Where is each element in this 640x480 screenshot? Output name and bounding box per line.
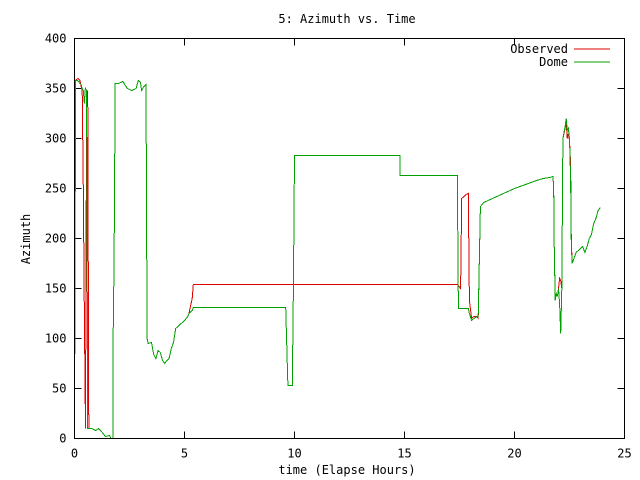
legend-label-dome: Dome (539, 55, 568, 69)
y-tick-label: 0 (59, 432, 66, 446)
series-layer (74, 77, 601, 439)
legend-label-observed: Observed (510, 42, 568, 56)
x-tick-label: 25 (617, 447, 631, 461)
plot-frame (74, 38, 625, 439)
x-tick-label: 15 (397, 447, 411, 461)
y-tick-label: 50 (52, 382, 66, 396)
y-tick-label: 200 (45, 232, 67, 246)
y-tick-label: 150 (45, 282, 67, 296)
y-tick-label: 400 (45, 32, 67, 46)
x-axis-label: time (Elapse Hours) (278, 463, 415, 477)
x-tick-label: 10 (287, 447, 301, 461)
y-axis-ticks: 0 50 100 150 200 250 300 350 400 (45, 32, 625, 446)
x-tick-label: 20 (507, 447, 521, 461)
y-tick-label: 250 (45, 182, 67, 196)
y-axis-label: Azimuth (19, 214, 33, 265)
y-tick-label: 100 (45, 332, 67, 346)
x-tick-label: 0 (71, 447, 78, 461)
series-line-observed (74, 77, 601, 439)
series-line-dome (74, 79, 601, 439)
x-tick-label: 5 (181, 447, 188, 461)
y-tick-label: 300 (45, 132, 67, 146)
x-axis-ticks: 0 5 10 15 20 25 (71, 38, 632, 461)
y-tick-label: 350 (45, 82, 67, 96)
chart-title: 5: Azimuth vs. Time (278, 12, 415, 26)
